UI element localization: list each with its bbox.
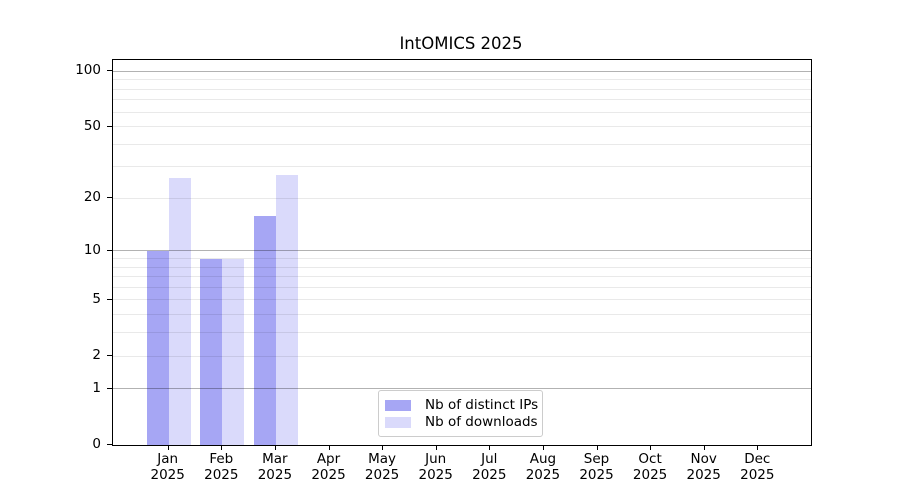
legend-swatch-distinct-ips-icon — [385, 400, 411, 411]
legend: Nb of distinct IPs Nb of downloads — [378, 390, 543, 437]
y-tick-label: 5 — [92, 290, 101, 307]
x-tick-label-sep: Sep 2025 — [579, 451, 614, 483]
x-tick-label-jun: Jun 2025 — [418, 451, 453, 483]
y-tick-mark — [107, 387, 112, 389]
gridline-major — [113, 70, 811, 72]
gridline-minor — [113, 79, 811, 81]
x-tick-mark — [703, 445, 705, 450]
gridline-minor — [113, 88, 811, 90]
x-tick-label-dec: Dec 2025 — [740, 451, 775, 483]
y-tick-label: 0 — [92, 436, 101, 452]
y-tick-mark — [107, 355, 112, 357]
x-tick-label-nov: Nov 2025 — [686, 451, 721, 483]
y-tick-label: 10 — [83, 241, 101, 258]
x-tick-mark — [167, 445, 169, 450]
x-tick-label-jan: Jan 2025 — [150, 451, 185, 483]
legend-item-distinct-ips: Nb of distinct IPs — [385, 398, 538, 413]
legend-label-downloads: Nb of downloads — [425, 414, 538, 430]
x-tick-mark — [221, 445, 223, 450]
x-tick-label-feb: Feb 2025 — [204, 451, 239, 483]
x-tick-label-apr: Apr 2025 — [311, 451, 346, 483]
legend-label-distinct-ips: Nb of distinct IPs — [425, 397, 539, 413]
y-tick-label: 1 — [92, 379, 101, 396]
y-tick-mark — [107, 249, 112, 251]
legend-item-downloads: Nb of downloads — [385, 415, 538, 430]
y-tick-mark — [107, 298, 112, 300]
gridline-minor — [113, 197, 811, 199]
y-tick-mark — [107, 125, 112, 127]
x-tick-mark — [435, 445, 437, 450]
x-tick-mark — [382, 445, 384, 450]
y-tick-mark — [107, 197, 112, 199]
x-tick-mark — [489, 445, 491, 450]
gridline-minor — [113, 126, 811, 128]
bar-nb-of-downloads-mar — [275, 175, 298, 445]
bar-nb-of-distinct-ips-feb — [200, 258, 223, 445]
bar-nb-of-distinct-ips-jan — [146, 250, 169, 445]
x-tick-mark — [274, 445, 276, 450]
y-tick-label: 2 — [92, 347, 101, 364]
plot-area — [112, 59, 812, 446]
x-tick-mark — [328, 445, 330, 450]
y-tick-label: 100 — [75, 62, 101, 79]
bar-nb-of-distinct-ips-mar — [253, 215, 276, 445]
bar-nb-of-downloads-feb — [222, 258, 245, 445]
y-tick-label: 20 — [83, 189, 101, 206]
chart-title: IntOMICS 2025 — [399, 34, 523, 53]
y-tick-label: 50 — [83, 117, 101, 134]
gridline-minor — [113, 111, 811, 113]
bar-nb-of-downloads-jan — [168, 178, 191, 445]
gridline-minor — [113, 143, 811, 145]
x-tick-mark — [650, 445, 652, 450]
x-tick-label-may: May 2025 — [364, 451, 400, 483]
legend-swatch-downloads-icon — [385, 417, 411, 428]
gridline-major — [113, 250, 811, 252]
x-tick-mark — [757, 445, 759, 450]
x-tick-label-mar: Mar 2025 — [257, 451, 293, 483]
x-tick-mark — [542, 445, 544, 450]
x-tick-label-oct: Oct 2025 — [632, 451, 668, 483]
y-tick-mark — [107, 70, 112, 72]
x-tick-label-aug: Aug 2025 — [525, 451, 561, 483]
y-tick-mark — [107, 444, 112, 445]
gridline-minor — [113, 99, 811, 101]
x-tick-label-jul: Jul 2025 — [472, 451, 507, 483]
x-tick-mark — [596, 445, 598, 450]
gridline-minor — [113, 166, 811, 168]
